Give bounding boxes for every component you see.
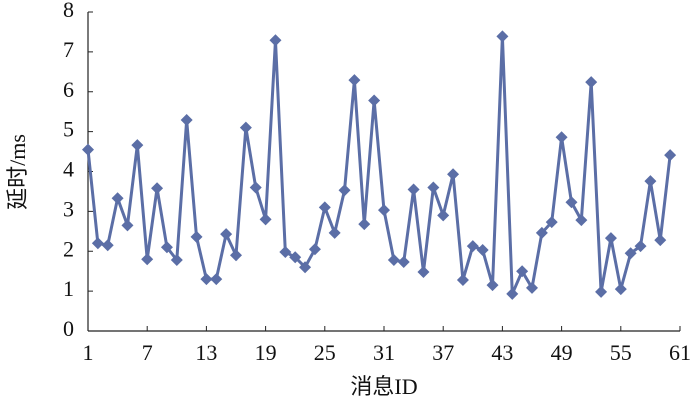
y-tick-label: 3: [63, 196, 74, 221]
marker: [279, 246, 292, 259]
marker: [368, 94, 381, 107]
marker: [555, 131, 568, 144]
marker: [200, 273, 213, 286]
marker: [170, 254, 183, 267]
y-tick-label: 7: [63, 37, 74, 62]
marker: [427, 181, 440, 194]
marker: [447, 168, 460, 181]
marker: [318, 201, 331, 214]
marker: [437, 209, 450, 222]
x-axis-label: 消息ID: [350, 374, 417, 399]
marker: [141, 253, 154, 266]
marker: [407, 183, 420, 196]
x-tick-label: 37: [432, 340, 454, 365]
x-tick-label: 13: [195, 340, 217, 365]
marker: [91, 237, 104, 250]
marker: [180, 114, 193, 127]
marker: [328, 226, 341, 239]
x-tick-label: 19: [255, 340, 277, 365]
x-tick-label: 7: [142, 340, 153, 365]
marker: [82, 143, 94, 156]
marker: [417, 265, 430, 278]
line: [86, 36, 672, 295]
marker: [506, 287, 519, 300]
marker: [466, 240, 479, 253]
marker: [644, 175, 657, 188]
marker: [269, 34, 282, 47]
marker: [259, 213, 272, 226]
marker: [299, 261, 312, 274]
marker: [585, 76, 598, 89]
y-tick-label: 5: [63, 117, 74, 142]
marker: [249, 181, 262, 194]
y-tick-label: 8: [63, 0, 74, 22]
marker: [121, 219, 134, 232]
marker: [595, 285, 608, 298]
y-tick-label: 6: [63, 77, 74, 102]
marker: [634, 240, 647, 253]
marker: [289, 251, 302, 264]
y-tick-label: 0: [63, 316, 74, 341]
x-tick-label: 1: [83, 340, 94, 365]
marker: [190, 230, 203, 243]
y-tick-label: 2: [63, 236, 74, 261]
marker: [210, 273, 223, 286]
marker: [614, 283, 627, 296]
marker: [160, 241, 173, 254]
marker: [526, 281, 538, 294]
marker: [654, 234, 667, 247]
marker: [624, 247, 637, 260]
marker: [348, 74, 361, 87]
marker: [604, 232, 617, 245]
marker: [131, 139, 144, 152]
marker: [230, 249, 242, 262]
marker: [338, 184, 351, 197]
marker: [397, 256, 410, 269]
marker: [378, 204, 390, 217]
marker: [476, 244, 489, 257]
y-axis-label: 延时/ms: [5, 134, 30, 210]
x-tick-label: 55: [610, 340, 632, 365]
x-tick-label: 43: [491, 340, 513, 365]
marker: [486, 279, 499, 292]
x-tick-label: 25: [314, 340, 336, 365]
marker: [358, 218, 371, 231]
marker: [545, 216, 558, 229]
marker: [575, 214, 588, 227]
y-tick-label: 1: [63, 276, 74, 301]
marker: [664, 149, 677, 162]
marker: [220, 228, 233, 241]
marker: [535, 226, 548, 239]
marker: [516, 265, 529, 278]
x-tick-label: 49: [551, 340, 573, 365]
marker: [239, 121, 252, 134]
marker: [101, 239, 114, 252]
y-tick-label: 4: [63, 157, 74, 182]
marker: [111, 192, 124, 205]
marker: [565, 196, 578, 209]
marker: [496, 30, 509, 43]
x-tick-label: 31: [373, 340, 395, 365]
marker: [456, 273, 469, 286]
marker: [387, 254, 400, 267]
x-tick-label: 61: [669, 340, 691, 365]
marker: [308, 243, 321, 256]
marker: [151, 182, 164, 195]
